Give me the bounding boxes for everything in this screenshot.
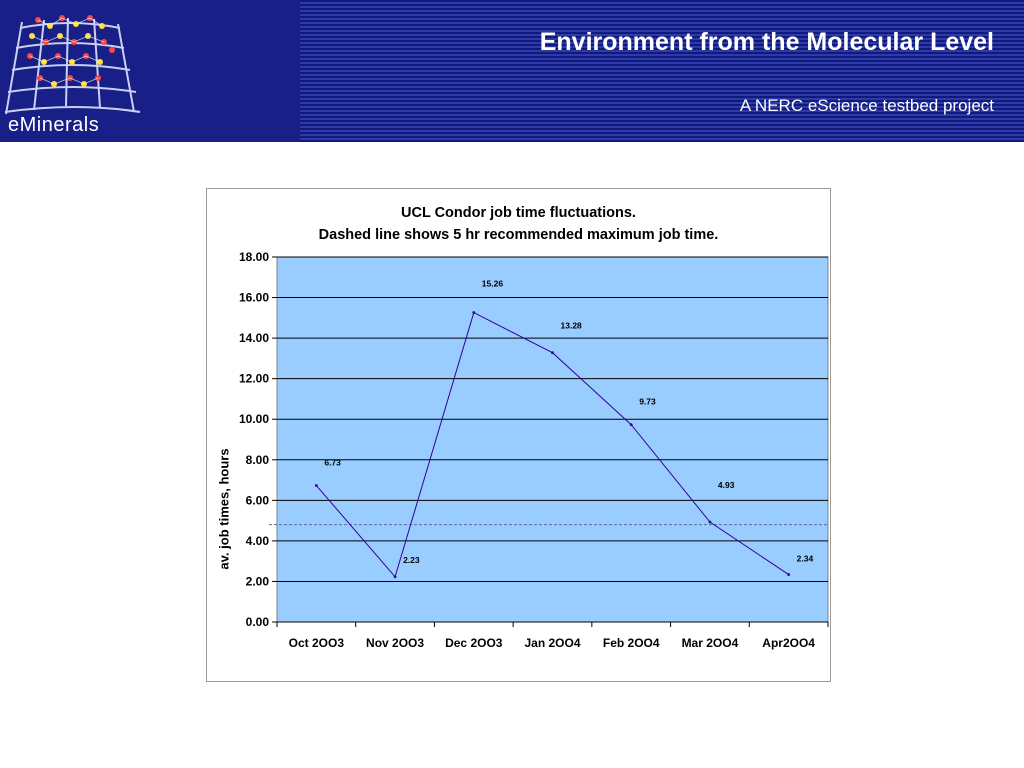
data-label: 2.34 [797, 554, 814, 564]
y-tick-label: 2.00 [246, 574, 270, 588]
y-tick-label: 16.00 [239, 291, 269, 305]
x-tick-label: Dec 2OO3 [445, 636, 503, 650]
x-tick-label: Jan 2OO4 [524, 636, 580, 650]
header-banner: eMinerals Environment from the Molecular… [0, 0, 1024, 142]
x-tick-label: Mar 2OO4 [682, 636, 739, 650]
x-tick-label: Oct 2OO3 [289, 636, 345, 650]
y-tick-label: 6.00 [246, 493, 270, 507]
data-label: 9.73 [639, 397, 656, 407]
data-point [708, 520, 712, 524]
data-label: 13.28 [561, 321, 583, 331]
eminerals-logo-icon [4, 15, 141, 115]
chart-title-line2: Dashed line shows 5 hr recommended maxim… [318, 227, 719, 243]
chart-frame: UCL Condor job time fluctuations. Dashed… [206, 188, 831, 682]
logo-text: eMinerals [8, 114, 100, 136]
y-tick-label: 10.00 [239, 412, 269, 426]
x-tick-label: Apr2OO4 [762, 636, 815, 650]
y-tick-label: 8.00 [246, 453, 270, 467]
data-label: 4.93 [718, 480, 735, 490]
data-point [551, 351, 554, 355]
data-label: 6.73 [324, 458, 341, 468]
data-point [393, 575, 397, 579]
data-label: 15.26 [482, 279, 504, 289]
banner-subtitle: A NERC eScience testbed project [739, 96, 994, 115]
chart-svg: 0.00 2.00 4.00 6.00 8.00 10.00 12.00 14.00 16.00… [239, 250, 829, 650]
y-tick-label: 12.00 [239, 372, 269, 386]
y-tick-label: 14.00 [239, 331, 269, 345]
chart-title-line1: UCL Condor job time fluctuations. [401, 205, 636, 221]
data-point [787, 573, 791, 576]
x-tick-label: Feb 2OO4 [603, 636, 660, 650]
y-tick-label: 0.00 [246, 615, 270, 629]
data-point [472, 311, 476, 314]
banner-title: Environment from the Molecular Level [539, 28, 994, 56]
y-tick-label: 4.00 [246, 534, 270, 548]
x-tick-label: Nov 2OO3 [366, 636, 424, 650]
logo-panel: eMinerals [0, 0, 300, 142]
data-point [629, 423, 633, 427]
data-point [314, 484, 318, 487]
y-tick-label: 18.00 [239, 250, 269, 264]
plot-area [276, 256, 829, 623]
data-label: 2.23 [403, 555, 420, 565]
